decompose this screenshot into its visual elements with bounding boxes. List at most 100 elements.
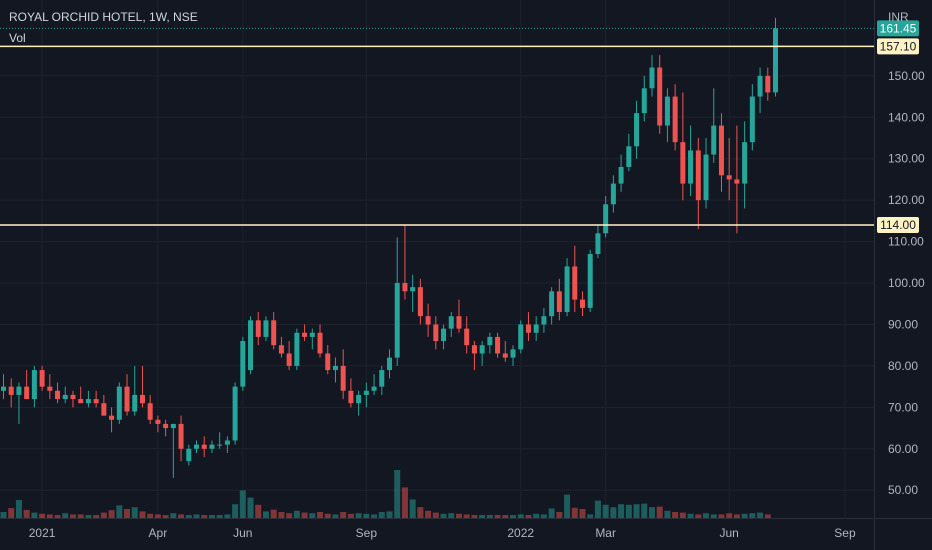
symbol-legend[interactable]: ROYAL ORCHID HOTEL, 1W, NSE — [9, 10, 198, 24]
candle[interactable] — [47, 374, 53, 400]
candle[interactable] — [734, 125, 740, 234]
candle[interactable] — [417, 278, 423, 325]
candle[interactable] — [217, 432, 223, 449]
candle[interactable] — [672, 84, 678, 151]
candle[interactable] — [194, 440, 199, 453]
candle[interactable] — [62, 386, 68, 404]
candle[interactable] — [495, 332, 501, 358]
candle[interactable] — [703, 137, 709, 209]
candle[interactable] — [610, 175, 616, 213]
candle[interactable] — [533, 316, 539, 342]
candle[interactable] — [147, 394, 153, 424]
horizontal-lines[interactable] — [0, 27, 874, 226]
candle[interactable] — [688, 125, 694, 197]
candle[interactable] — [464, 316, 470, 354]
candle[interactable] — [163, 419, 169, 437]
candle[interactable] — [132, 365, 138, 416]
candle[interactable] — [402, 225, 408, 300]
candle[interactable] — [109, 407, 115, 433]
candle[interactable] — [726, 137, 732, 201]
candle[interactable] — [502, 341, 508, 362]
candle[interactable] — [564, 258, 570, 317]
candle[interactable] — [657, 55, 663, 134]
candle[interactable] — [433, 316, 439, 350]
candle[interactable] — [240, 336, 246, 391]
candle[interactable] — [549, 287, 555, 325]
candle[interactable] — [603, 196, 609, 238]
candle[interactable] — [124, 374, 130, 416]
candle[interactable] — [580, 291, 585, 317]
candle[interactable] — [595, 225, 601, 259]
candle[interactable] — [718, 113, 724, 192]
candle[interactable] — [116, 382, 122, 424]
candle[interactable] — [487, 332, 493, 354]
candle[interactable] — [332, 357, 338, 383]
candle[interactable] — [556, 278, 562, 321]
candle[interactable] — [224, 436, 230, 453]
candle[interactable] — [263, 316, 269, 342]
candle[interactable] — [664, 88, 670, 143]
candle[interactable] — [278, 336, 284, 358]
candle[interactable] — [139, 365, 145, 408]
candle[interactable] — [410, 274, 416, 313]
candle[interactable] — [209, 440, 215, 453]
candle[interactable] — [186, 444, 192, 466]
candle[interactable] — [618, 154, 624, 192]
candle[interactable] — [356, 390, 362, 416]
candle[interactable] — [178, 415, 184, 462]
candle[interactable] — [471, 341, 477, 371]
candle[interactable] — [749, 84, 755, 151]
candle[interactable] — [757, 67, 763, 114]
candle[interactable] — [286, 341, 292, 371]
candle[interactable] — [294, 328, 300, 371]
candle[interactable] — [765, 67, 771, 101]
candle[interactable] — [302, 324, 308, 342]
candle[interactable] — [24, 370, 30, 400]
candle[interactable] — [170, 423, 176, 478]
candle[interactable] — [425, 303, 431, 337]
candle[interactable] — [387, 349, 392, 379]
candle[interactable] — [649, 55, 655, 97]
candle[interactable] — [479, 341, 485, 366]
candle[interactable] — [325, 345, 331, 375]
candle[interactable] — [201, 436, 207, 458]
candle[interactable] — [510, 345, 516, 366]
candle[interactable] — [711, 88, 717, 163]
candle[interactable] — [695, 137, 701, 230]
time-axis[interactable]: 2021 Apr Jun Sep 2022 Mar Jun Sep — [0, 518, 932, 541]
candle[interactable] — [626, 133, 632, 172]
candle[interactable] — [572, 245, 578, 313]
candle[interactable] — [525, 312, 531, 342]
candle[interactable] — [348, 378, 354, 408]
candle[interactable] — [255, 312, 261, 346]
candle[interactable] — [55, 382, 61, 404]
candle[interactable] — [31, 365, 37, 408]
candle[interactable] — [85, 390, 91, 408]
candle[interactable] — [93, 390, 99, 408]
candle[interactable] — [78, 386, 84, 404]
candle[interactable] — [340, 349, 346, 400]
candle[interactable] — [232, 382, 238, 445]
price-axis[interactable]: 50.00 60.00 70.00 80.00 90.00 100.00 110.00 120… — [874, 0, 926, 550]
candle[interactable] — [317, 324, 323, 358]
candle[interactable] — [8, 378, 14, 408]
candle[interactable] — [379, 365, 385, 395]
candle[interactable] — [641, 75, 647, 122]
candle[interactable] — [394, 237, 400, 366]
candle[interactable] — [680, 92, 686, 201]
candle[interactable] — [587, 249, 593, 313]
candle[interactable] — [248, 316, 254, 375]
candle[interactable] — [773, 17, 778, 97]
candle[interactable] — [456, 299, 462, 333]
volume-legend[interactable]: Vol — [9, 31, 26, 45]
candle[interactable] — [541, 307, 547, 333]
candle[interactable] — [1, 374, 6, 400]
candle[interactable] — [363, 382, 369, 408]
candle[interactable] — [518, 320, 524, 354]
candle[interactable] — [70, 390, 76, 408]
candle[interactable] — [16, 382, 22, 424]
candle[interactable] — [371, 374, 377, 395]
candle[interactable] — [634, 100, 640, 159]
candle[interactable] — [155, 415, 161, 433]
